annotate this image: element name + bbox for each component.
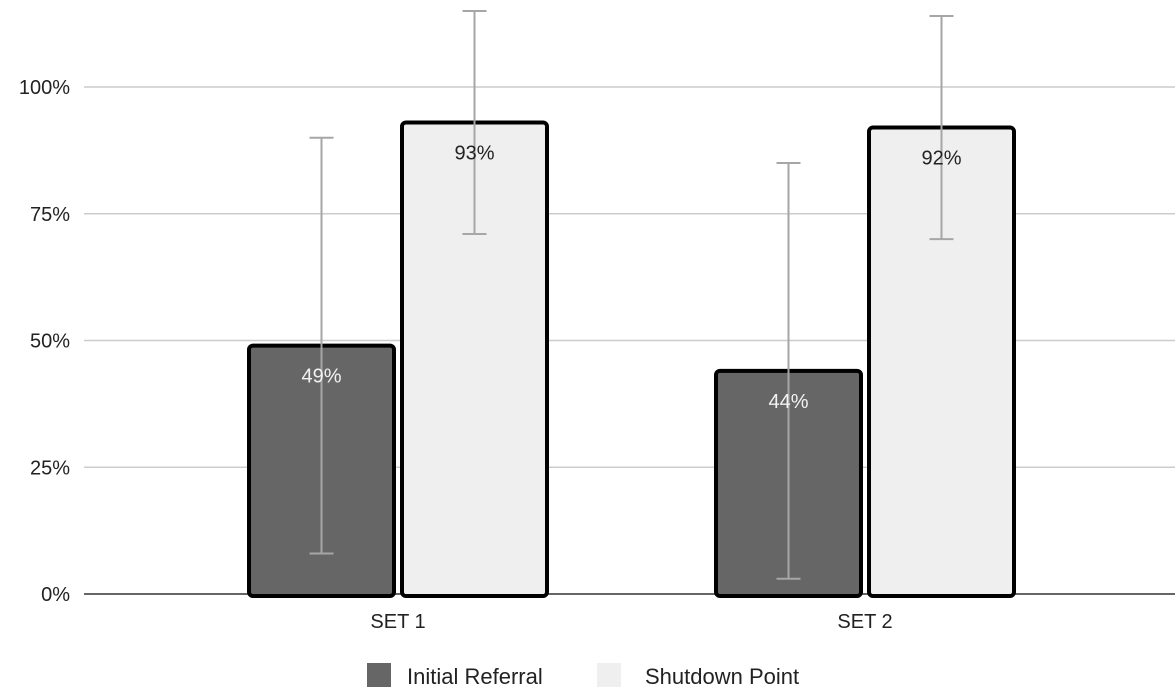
data-label: 92% [921,148,961,170]
data-label: 93% [454,142,494,164]
y-tick-label: 25% [30,457,70,479]
y-tick-label: 75% [30,204,70,226]
legend-item: Shutdown Point [597,663,799,687]
y-tick-label: 100% [19,77,70,99]
error-bar [929,15,954,241]
legend-label: Initial Referral [407,664,543,687]
error-bar [309,136,334,555]
error-bar [462,9,487,236]
series-1: 93% 92% [400,9,1016,599]
series-0: 49% 44% [247,136,863,599]
bars: 49% 44% 93% 92% [247,9,1016,599]
legend: Initial Referral Shutdown Point [367,663,799,687]
legend-item: Initial Referral [367,663,543,687]
x-tick-label: SET 2 [837,611,892,633]
legend-label: Shutdown Point [645,664,799,687]
legend-swatch [597,663,621,687]
legend-swatch [367,663,391,687]
y-tick-label: 50% [30,331,70,353]
data-label: 49% [301,366,341,388]
data-label: 44% [768,391,808,413]
x-axis-labels: SET 1 SET 2 [370,611,892,633]
x-tick-label: SET 1 [370,611,425,633]
error-bar [776,162,801,580]
y-axis-ticks: 0% 25% 50% 75% 100% [19,77,70,606]
y-tick-label: 0% [41,584,70,606]
